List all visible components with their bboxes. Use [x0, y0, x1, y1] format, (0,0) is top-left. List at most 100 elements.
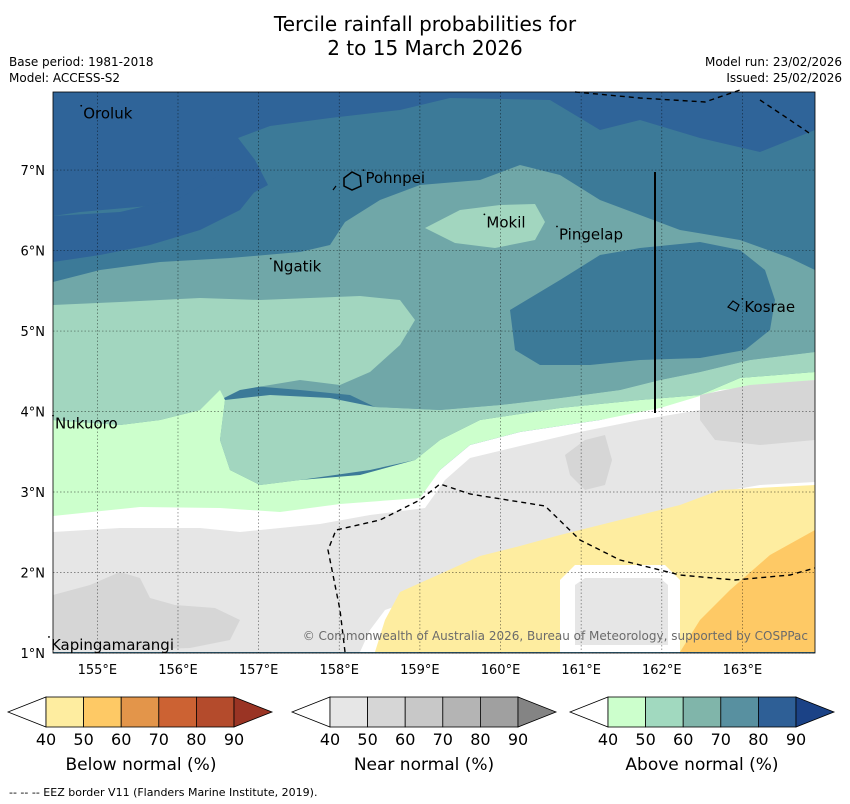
colorbar-above: 40 50 60 70 80 90 — [568, 696, 836, 749]
place-marker — [483, 213, 486, 216]
chart-title: Tercile rainfall probabilities for 2 to … — [0, 12, 850, 60]
kosrae-coast — [727, 300, 740, 312]
probability-field — [53, 92, 815, 653]
colorbar-segment — [682, 696, 722, 728]
lon-label: 159°E — [400, 663, 440, 678]
lat-label: 1°N — [21, 647, 46, 662]
place-marker — [362, 169, 365, 172]
zone-near-60-sw — [53, 572, 240, 650]
colorbar-tick-label: 70 — [433, 730, 453, 749]
colorbar-tick-label: 90 — [224, 730, 244, 749]
borders — [327, 89, 816, 653]
copyright-text: © Commonwealth of Australia 2026, Bureau… — [303, 629, 808, 643]
colorbar-below: 40 50 60 70 80 90 — [6, 696, 274, 749]
colorbar-segment — [329, 696, 368, 728]
place-label: Nukuoro — [55, 415, 118, 433]
lon-label: 158°E — [319, 663, 359, 678]
place-label: Pohnpei — [365, 169, 425, 187]
place-marker — [556, 225, 558, 228]
colorbar-segment — [720, 696, 759, 728]
lat-label: 7°N — [21, 164, 46, 179]
lon-label: 155°E — [78, 663, 118, 678]
colorbar-extend-low — [6, 696, 47, 728]
colorbar-tick-label: 40 — [598, 730, 618, 749]
lon-label: 160°E — [481, 663, 521, 678]
base-period-label: Base period: 1981-2018 — [9, 55, 154, 69]
colorbar-extend-high — [233, 696, 274, 728]
zone-above-60-mokil — [425, 204, 545, 248]
colorbar-extend-low — [568, 696, 609, 728]
place-label: Pingelap — [559, 225, 623, 243]
model-run-label: Model run: 23/02/2026 — [704, 55, 842, 69]
eez-border-north — [574, 89, 813, 136]
meta-left: Base period: 1981-2018 Model: ACCESS-S2 — [9, 54, 154, 86]
zone-above-60-south — [220, 352, 815, 485]
colorbar-tick-label: 80 — [186, 730, 206, 749]
colorbar-tick-label: 60 — [673, 730, 693, 749]
zone-near-50 — [53, 392, 815, 652]
map-frame — [52, 91, 816, 654]
colorbar-segment — [645, 696, 684, 728]
lon-label: 163°E — [723, 663, 763, 678]
zone-above-80-north-band — [53, 175, 260, 262]
colorbar-segment — [758, 696, 797, 728]
colorbar-segment — [83, 696, 122, 728]
colorbar-tick-label: 50 — [73, 730, 93, 749]
lon-label: 156°E — [158, 663, 198, 678]
lat-label: 6°N — [21, 245, 46, 260]
above-normal-label: Above normal (%) — [625, 755, 779, 775]
colorbar-tick-label: 40 — [320, 730, 340, 749]
colorbar-tick-label: 70 — [149, 730, 169, 749]
lat-label: 2°N — [21, 567, 46, 582]
place-label: Kosrae — [744, 298, 795, 316]
model-label: Model: ACCESS-S2 — [9, 71, 121, 85]
place-label: Kapingamarangi — [51, 636, 174, 654]
eez-footnote: -- -- -- EEZ border V11 (Flanders Marine… — [9, 786, 318, 799]
lon-label: 162°E — [642, 663, 682, 678]
lat-label: 4°N — [21, 406, 46, 421]
colorbar-tick-label: 50 — [357, 730, 377, 749]
graticule — [53, 92, 815, 654]
colorbar-segment — [404, 696, 444, 728]
colorbar-tick-label: 40 — [36, 730, 56, 749]
colorbar-tick-label: 60 — [111, 730, 131, 749]
place-marker — [741, 298, 744, 300]
issued-label: Issued: 25/02/2026 — [726, 71, 842, 85]
zone-above-50 — [53, 372, 815, 520]
zone-above-60-band — [53, 296, 415, 425]
colorbar-extend-low — [290, 696, 331, 728]
colorbar-segment — [120, 696, 160, 728]
colorbar-tick-label: 90 — [508, 730, 528, 749]
colorbar-extend-high — [517, 696, 558, 728]
below-normal-label: Below normal (%) — [65, 755, 217, 775]
colorbar-segment — [607, 696, 646, 728]
eez-border-south — [327, 483, 816, 653]
colorbar-tick-label: 60 — [395, 730, 415, 749]
zone-above-80-east — [510, 242, 775, 365]
colorbar-segment — [45, 696, 84, 728]
place-label: Ngatik — [273, 258, 322, 276]
lon-label: 157°E — [239, 663, 279, 678]
title-line-1: Tercile rainfall probabilities for — [273, 12, 577, 36]
lon-label: 161°E — [561, 663, 601, 678]
zone-near-50-island — [575, 578, 668, 645]
place-labels: Oroluk Pohnpei Mokil Pingelap Ngatik Kosrae Nu… — [48, 105, 795, 654]
colorbar-segment — [367, 696, 406, 728]
pohnpei-coast — [343, 171, 362, 191]
colorbar-tick-label: 90 — [786, 730, 806, 749]
lat-label: 3°N — [21, 486, 46, 501]
axis-labels: 7°N 6°N 5°N 4°N 3°N 2°N 1°N 155°E 156°E 157°E 158°… — [21, 164, 763, 678]
colorbar-tick-label: 50 — [635, 730, 655, 749]
colorbar-segment — [195, 696, 235, 728]
colorbar-tick-label: 80 — [470, 730, 490, 749]
colorbar-segment — [479, 696, 519, 728]
zone-near-60-center — [565, 435, 612, 490]
place-label: Mokil — [486, 213, 525, 231]
place-label: Oroluk — [83, 105, 132, 123]
place-marker — [269, 257, 272, 260]
place-marker — [80, 104, 83, 107]
pohnpei-reef — [332, 185, 337, 191]
colorbar-segment — [158, 696, 197, 728]
colorbar-near: 40 50 60 70 80 90 — [290, 696, 558, 749]
